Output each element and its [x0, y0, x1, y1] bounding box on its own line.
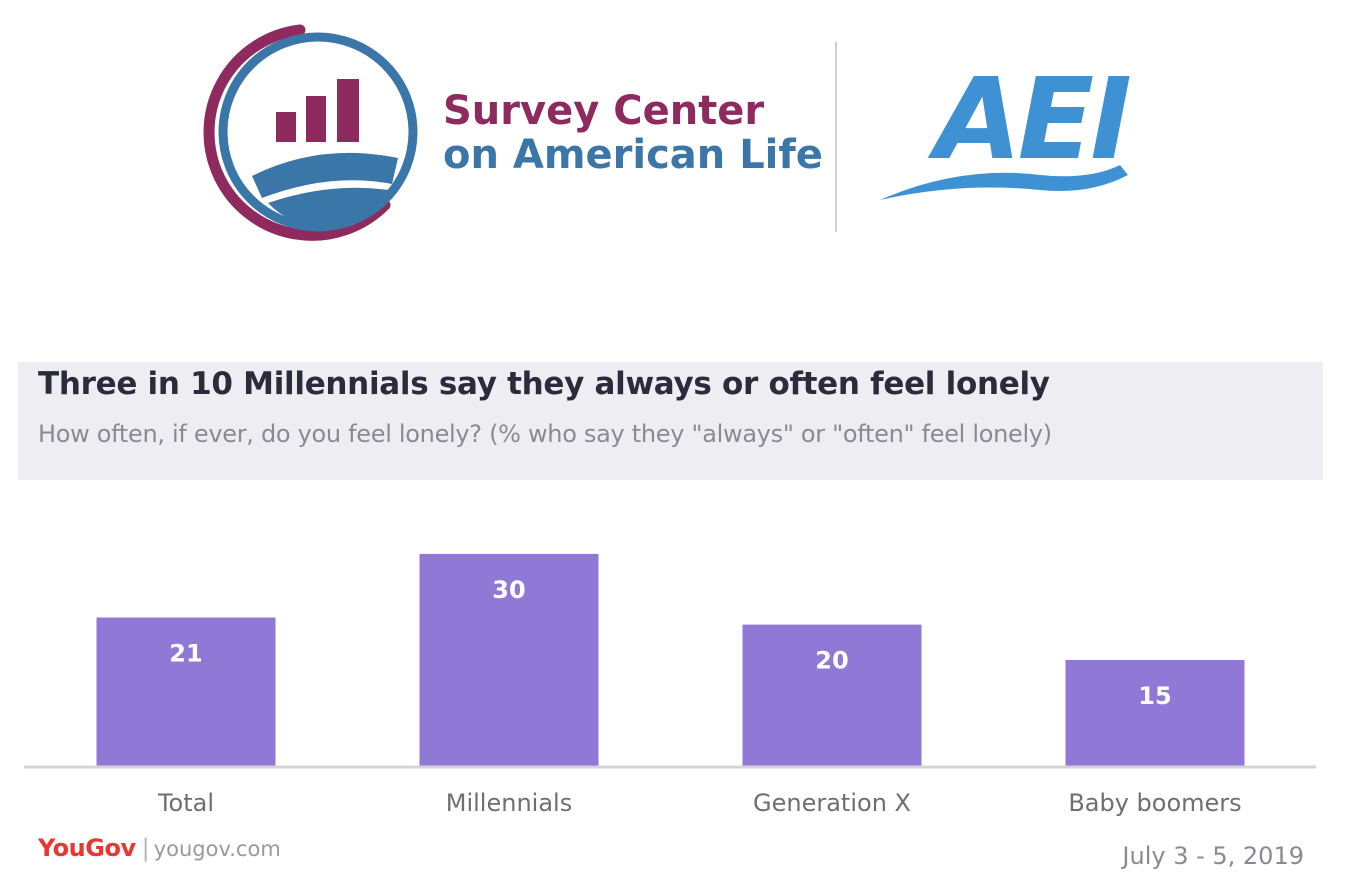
bar-value-label: 30 [492, 576, 525, 604]
header-logos: Survey Center on American Life AEI [203, 24, 1134, 241]
bar-value-label: 21 [169, 640, 202, 668]
bar-baby-boomers [1065, 659, 1245, 766]
bar-generation-x [742, 624, 922, 766]
footer-brand: YouGov | yougov.com [38, 834, 281, 862]
category-label: Generation X [753, 789, 911, 817]
category-label: Total [157, 789, 214, 817]
brand-separator: | [141, 834, 150, 862]
bar-value-label: 20 [815, 647, 848, 675]
survey-date: July 3 - 5, 2019 [1122, 842, 1304, 870]
category-label: Baby boomers [1068, 789, 1241, 817]
category-label: Millennials [446, 789, 572, 817]
chart-title: Three in 10 Millennials say they always … [38, 366, 1050, 402]
bar-millennials [419, 553, 599, 766]
chart-subtitle: How often, if ever, do you feel lonely? … [38, 420, 1052, 448]
org-name-line1: Survey Center [443, 88, 764, 134]
bars-group: 21 30 20 15 [96, 553, 1245, 766]
yougov-logo: YouGov [38, 834, 136, 862]
labels-group: Total Millennials Generation X Baby boomers [157, 789, 1242, 817]
chart-title-band: Three in 10 Millennials say they always … [18, 362, 1323, 480]
yougov-url: yougov.com [153, 837, 281, 861]
bar-chart: 21 30 20 15 Total Millennials Generation X Bab… [24, 553, 1316, 817]
aei-logo-text: AEI [927, 55, 1130, 185]
bar-total [96, 617, 276, 766]
org-name-line2: on American Life [443, 132, 823, 178]
survey-center-logo [203, 24, 418, 241]
aei-logo: AEI [880, 55, 1134, 200]
bar-value-label: 15 [1138, 682, 1171, 710]
